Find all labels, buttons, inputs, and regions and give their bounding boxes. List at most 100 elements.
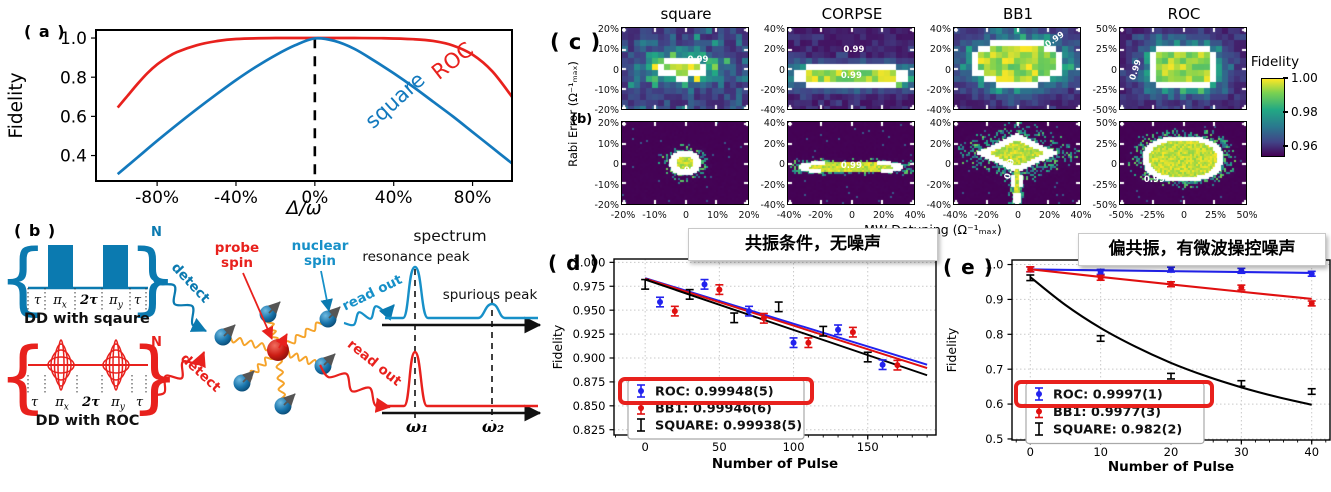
heatmap-title-ROC: ROC: [1167, 5, 1201, 23]
data-point: [716, 286, 723, 293]
data-point: [701, 281, 708, 288]
heatmap-y-tick: 50%: [1095, 118, 1117, 129]
resonance-peak-label: resonance peak: [362, 249, 470, 265]
read-out-wave-red: [319, 364, 392, 413]
heatmap-y-tick: 40%: [763, 24, 785, 35]
spurious-peak-label: spurious peak: [442, 287, 538, 303]
heatmap-y-tick: 0: [944, 64, 951, 76]
y-tick-label: 0.8: [60, 68, 87, 88]
nuclear-spin-pointer-arrow: [320, 270, 333, 312]
pulse-label-piy-square: πy: [106, 293, 126, 311]
heatmap-x-tick: 0: [848, 210, 856, 221]
y-tick-label: 0.8: [985, 327, 1003, 341]
roc-shaped-pulse: [47, 356, 75, 374]
colorbar-tick-mark: [1283, 111, 1288, 113]
legend-marker: [638, 405, 644, 411]
panel-c-heatmap-grid: square 0.99 20% 10% 0 -10% -20% 0.99 20% 10% 0 -10%…: [545, 0, 1331, 248]
probe-word: probe: [214, 240, 260, 256]
heatmap-y-tick: -20%: [594, 105, 619, 116]
heatmap-canvas-BB1-row0: [954, 28, 1081, 110]
heatmap-title-CORPSE: CORPSE: [821, 5, 883, 23]
detect-wave-blue: [150, 268, 207, 333]
colorbar-title: Fidelity: [1250, 54, 1300, 70]
heatmap-BB1-row1: 0.99: [953, 121, 1082, 206]
left-brace-square: {: [0, 234, 48, 324]
x-tick-label: -40%: [214, 188, 258, 208]
y-tick-label: 0.7: [985, 362, 1003, 376]
x-tick-label: 80%: [454, 188, 492, 208]
spin-arrow: [282, 393, 296, 407]
curve-annotation-square: square: [360, 68, 429, 134]
fidelity-vs-pulses-detuned-plot: 0 10 20 30 40 1.0 0.9 0.8 0.7 0.6 0.5 Fidelity Numbe…: [944, 258, 1331, 475]
heatmap-y-tick: 25%: [1095, 44, 1117, 56]
nuclear-spin-label: nuclear spin: [290, 239, 350, 269]
red-spectrum-curve: [385, 350, 538, 408]
x-tick-label: 30: [1234, 445, 1249, 459]
roc-shaped-pulse: [108, 343, 124, 387]
heatmap-x-tick: -40%: [942, 210, 968, 221]
panel-e-detuned-chart: 0 10 20 30 40 1.0 0.9 0.8 0.7 0.6 0.5 Fidelity Numbe…: [940, 240, 1331, 492]
pulse-label-2tau-square: 2τ: [80, 293, 98, 308]
colorbar-tick-mark: [1283, 145, 1288, 147]
fit-line: [1029, 276, 1312, 406]
heatmap-y-tick: 40%: [929, 118, 951, 129]
legend-label: ROC: 0.99948(5): [655, 385, 774, 400]
heatmap-canvas-CORPSE-row1: [788, 122, 915, 205]
pulse-label-pix-roc: πx: [51, 395, 73, 413]
heatmap-y-tick: -25%: [1092, 84, 1117, 96]
y-tick-label: 0.6: [985, 397, 1003, 411]
data-point: [657, 299, 663, 306]
y-tick-label: 0.950: [573, 303, 606, 317]
legend-marker: [1036, 408, 1042, 415]
roc-shaped-pulse: [102, 356, 130, 374]
data-point: [1238, 284, 1245, 291]
x-tick-label: -80%: [135, 188, 179, 208]
y-tick-label: 0.850: [573, 399, 606, 413]
heatmap-x-tick: 50%: [1236, 210, 1258, 221]
data-point: [879, 361, 886, 368]
heatmap-y-tick: -20%: [926, 179, 951, 191]
heatmap-title-square: square: [660, 5, 712, 23]
data-point: [805, 339, 812, 346]
heatmap-y-tick: 0: [612, 159, 619, 170]
y-tick-label: 0.900: [573, 351, 606, 365]
data-point: [1027, 266, 1034, 273]
omega1-label: ω₁: [405, 417, 429, 436]
data-point: [1308, 270, 1315, 277]
heatmap-y-tick: 10%: [597, 138, 619, 150]
panel-a-robustness-chart: -80% -40% 0% 40% 80% 1.0 0.8 0.6 0.4 Fidelity Δ/ω R…: [0, 0, 545, 225]
spin-arrow: [222, 324, 236, 338]
fidelity-colorbar: [1261, 78, 1285, 157]
probe-spin-pointer-arrow: [242, 272, 274, 340]
heatmap-x-tick: -20%: [808, 210, 833, 221]
fit-line: [644, 278, 928, 377]
heatmap-y-tick: -20%: [760, 179, 785, 191]
x-tick-label: 100: [783, 440, 805, 454]
heatmap-y-tick: -20%: [926, 84, 951, 96]
pi-y-subscript: y: [117, 300, 123, 311]
heatmap-y-tick: 0: [944, 159, 951, 170]
data-point: [849, 329, 856, 336]
contour-label-099: 0.99: [843, 45, 865, 56]
heatmap-x-tick: 20%: [738, 210, 760, 221]
panel-b-label: ( b ): [14, 221, 57, 240]
heatmap-x-tick: -40%: [776, 210, 802, 221]
heatmap-y-tick: 0: [1110, 64, 1117, 76]
y-tick-label: 0.825: [573, 423, 606, 437]
heatmap-y-tick: -20%: [594, 200, 619, 211]
heatmap-x-tick: -20%: [610, 210, 636, 221]
blue-spectrum-curve: [385, 265, 538, 320]
data-point: [1238, 267, 1245, 274]
colorbar-tick-mark: [1283, 77, 1288, 79]
x-tick-label: 40%: [375, 188, 413, 208]
probe-spin-sphere: [267, 339, 289, 361]
heatmap-x-tick: 40%: [904, 210, 926, 221]
heatmap-y-tick: -40%: [760, 200, 785, 211]
heatmap-y-tick: -10%: [594, 179, 619, 191]
x-axis-label: Number of Pulse: [712, 456, 838, 472]
fidelity-vs-pulses-resonant-plot: 0 50 100 150 1.000 0.975 0.950 0.925 0.900 0.875 0…: [550, 255, 937, 472]
x-tick-label: 0: [641, 440, 648, 454]
heatmap-x-tick: -20%: [974, 210, 999, 221]
roc-shaped-pulse: [112, 339, 120, 391]
heatmap-BB1-row0: 0.99: [953, 27, 1082, 111]
